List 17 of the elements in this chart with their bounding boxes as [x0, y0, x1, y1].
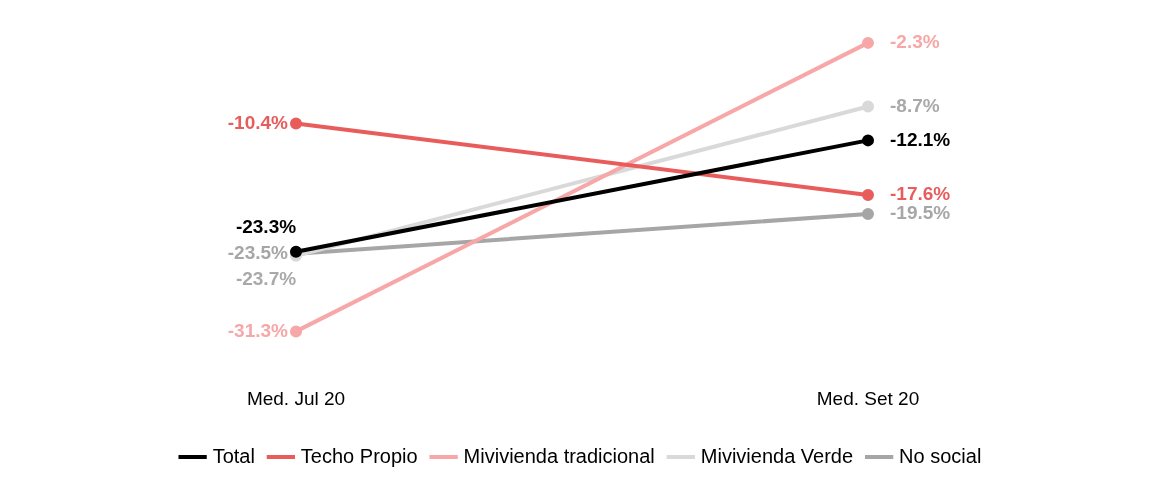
legend-label: Mivivienda tradicional — [463, 444, 655, 467]
legend-label: Total — [212, 444, 255, 467]
data-label: -12.1% — [890, 128, 951, 150]
x-tick-label: Med. Set 20 — [816, 387, 920, 409]
legend-label: Mivivienda Verde — [700, 444, 854, 467]
data-label: -23.3% — [235, 216, 297, 238]
data-label: -31.3% — [227, 319, 289, 341]
data-label: -2.3% — [890, 31, 940, 53]
data-label: -23.7% — [235, 268, 297, 290]
data-label: -19.5% — [890, 202, 951, 224]
data-label: -17.6% — [890, 183, 951, 205]
x-tick-label: Med. Jul 20 — [246, 387, 346, 409]
data-label: -8.7% — [890, 94, 940, 116]
data-label: -10.4% — [227, 111, 289, 133]
data-label: -23.5% — [227, 242, 289, 264]
legend-label: No social — [899, 444, 982, 467]
legend-label: Techo Propio — [300, 444, 418, 467]
